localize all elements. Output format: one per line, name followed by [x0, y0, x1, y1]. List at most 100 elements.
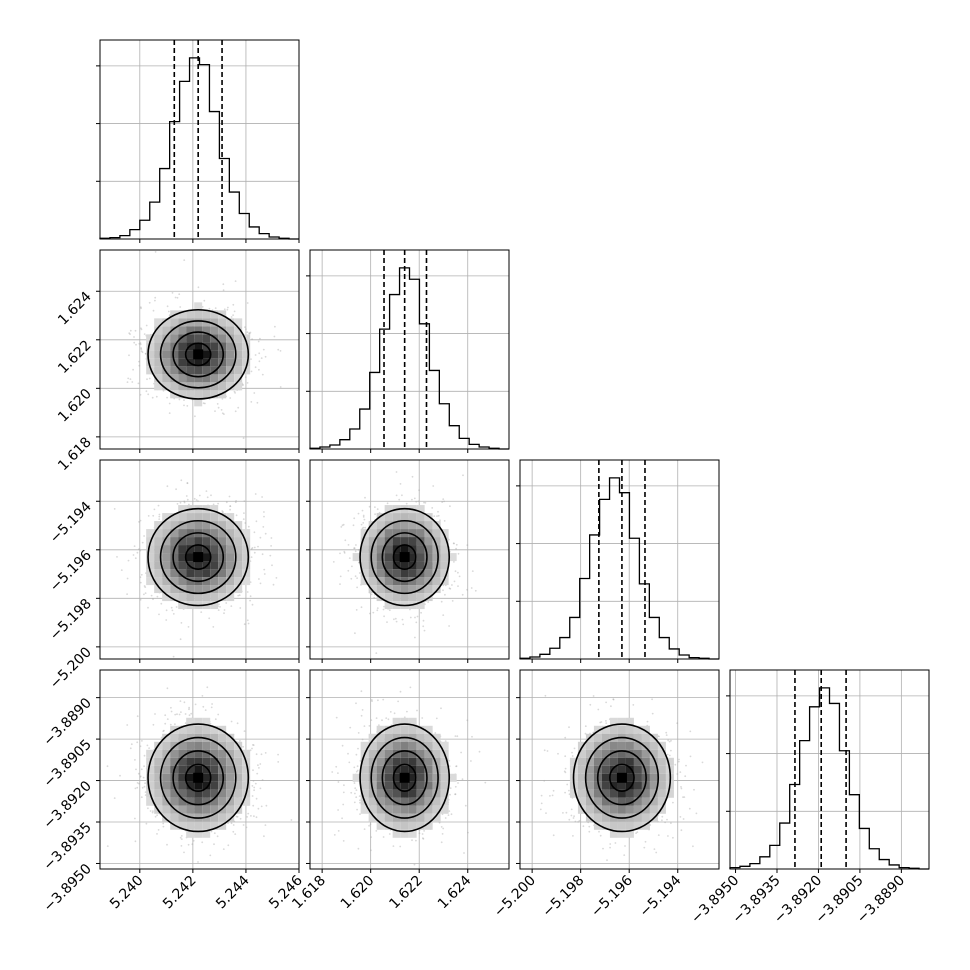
panel-2-0-density-cell: [170, 553, 178, 561]
panel-3-0-density-cell: [194, 822, 202, 830]
panel-2-1-density-cell: [369, 529, 377, 537]
panel-2-1-density-cell: [409, 537, 417, 545]
panel-3-0-density-cell: [194, 742, 202, 750]
panel-3-2-density-cell: [610, 790, 618, 798]
panel-2-0-density-cell: [162, 545, 170, 553]
panel-2-1-density-cell: [377, 569, 385, 577]
panel-3-0-density-cell: [194, 766, 202, 774]
panel-1-0-density-cell: [194, 310, 202, 318]
panel-2-0-density-cell: [194, 545, 202, 553]
panel-2-1-density-cell: [393, 513, 401, 521]
panel-2-0-density-cell: [170, 577, 178, 585]
panel-3-0-density-cell: [226, 806, 234, 814]
panel-2-1-density-cell: [417, 553, 425, 561]
panel-2-1-density-cell: [401, 593, 409, 601]
panel-3-0-density-cell: [170, 734, 178, 742]
panel-2-1-density-cell: [425, 585, 433, 593]
panel-3-0-density-cell: [194, 726, 202, 734]
panel-3-0-density-cell: [194, 806, 202, 814]
panel-2-1-density-cell: [393, 593, 401, 601]
panel-3-1-density-cell: [425, 774, 433, 782]
panel-2-0-density-cell: [210, 561, 218, 569]
panel-2-0-density-cell: [186, 537, 194, 545]
panel-3-2-density-cell: [610, 726, 618, 734]
panel-3-0-density-cell: [210, 766, 218, 774]
panel-2-0-density-cell: [186, 569, 194, 577]
panel-2-0-density-cell: [242, 561, 250, 569]
panel-0-0-bg: [100, 40, 299, 239]
panel-1-0-density-cell: [162, 358, 170, 366]
panel-2-0-density-cell: [154, 537, 162, 545]
panel-3-1-density-cell: [409, 806, 417, 814]
panel-3-0-density-cell: [170, 750, 178, 758]
panel-3-2-density-cell: [626, 742, 634, 750]
panel-3-1-density-cell: [401, 766, 409, 774]
y-tick-label-1-0: 1.618: [55, 434, 95, 474]
panel-3-2-density-cell: [602, 782, 610, 790]
panel-2-0-density-cell: [154, 569, 162, 577]
panel-3-0-density-cell: [202, 726, 210, 734]
panel-3-1-density-cell: [393, 790, 401, 798]
panel-2-1-density-cell: [425, 537, 433, 545]
panel-2-1-density-cell: [409, 513, 417, 521]
y-tick-label-2-3: −5.194: [47, 499, 95, 547]
panel-1-0-density-cell: [194, 382, 202, 390]
y-tick-label-2-0: −5.200: [47, 644, 95, 692]
panel-3-1-density-cell: [409, 822, 417, 830]
panel-1-0-density-cell: [170, 318, 178, 326]
panel-3-2-density-cell: [626, 806, 634, 814]
panel-2-0-density-cell: [146, 561, 154, 569]
panel-3-0-density-cell: [218, 734, 226, 742]
panel-1-0-density-cell: [170, 350, 178, 358]
panel-1-0-density-cell: [178, 358, 186, 366]
panel-3-2-density-cell: [626, 758, 634, 766]
panel-2-0-density-cell: [194, 561, 202, 569]
panel-3-2-density-cell: [594, 814, 602, 822]
panel-1-0-density-cell: [194, 390, 202, 398]
panel-3-0-density-cell: [178, 782, 186, 790]
panel-2-0-density-cell: [210, 545, 218, 553]
panel-3-1-density-cell: [393, 758, 401, 766]
panel-3-2-density-cell: [586, 806, 594, 814]
panel-2-0-density-cell: [226, 561, 234, 569]
panel-2-0-density-cell: [162, 561, 170, 569]
panel-2-0-density-cell: [178, 561, 186, 569]
panel-3-0-density-cell: [202, 758, 210, 766]
panel-3-1-density-cell: [377, 758, 385, 766]
panel-1-0-density-cell: [226, 358, 234, 366]
panel-3-2-density-cell: [602, 766, 610, 774]
panel-3-0-density-cell: [162, 742, 170, 750]
panel-2-0-density-cell: [234, 537, 242, 545]
panel-2-0-density-cell: [226, 553, 234, 561]
panel-3-2-density-cell: [634, 782, 642, 790]
panel-2-1-density-cell: [417, 529, 425, 537]
panel-2-0-density-cell: [218, 553, 226, 561]
panel-1-0-density-cell: [210, 358, 218, 366]
panel-3-0-density-cell: [162, 766, 170, 774]
panel-1-0-density-cell: [162, 350, 170, 358]
panel-3-2-density-cell: [650, 742, 658, 750]
panel-1-0-density-cell: [210, 326, 218, 334]
panel-3-2-density-cell: [610, 822, 618, 830]
panel-2-1-density-cell: [377, 537, 385, 545]
panel-1-0-density-cell: [234, 366, 242, 374]
panel-2-0-density-cell: [242, 545, 250, 553]
panel-3-0-density-cell: [186, 822, 194, 830]
panel-1-0-density-cell: [226, 350, 234, 358]
panel-3-2-density-cell: [626, 822, 634, 830]
panel-1-0-density-cell: [178, 342, 186, 350]
panel-3-0-density-cell: [154, 758, 162, 766]
panel-3-0-density-cell: [226, 742, 234, 750]
panel-2-1-density-cell: [417, 561, 425, 569]
panel-3-2-density-cell: [618, 822, 626, 830]
panel-3-0-density-cell: [242, 782, 250, 790]
panel-3-1-density-cell: [393, 806, 401, 814]
panel-2-0-density-cell: [210, 593, 218, 601]
panel-3-0-density-cell: [202, 806, 210, 814]
panel-1-0-density-cell: [194, 366, 202, 374]
panel-3-1-density-cell: [361, 782, 369, 790]
panel-2-0-density-cell: [194, 521, 202, 529]
panel-2-0-density-cell: [210, 513, 218, 521]
panel-3-0-density-cell: [186, 774, 194, 782]
